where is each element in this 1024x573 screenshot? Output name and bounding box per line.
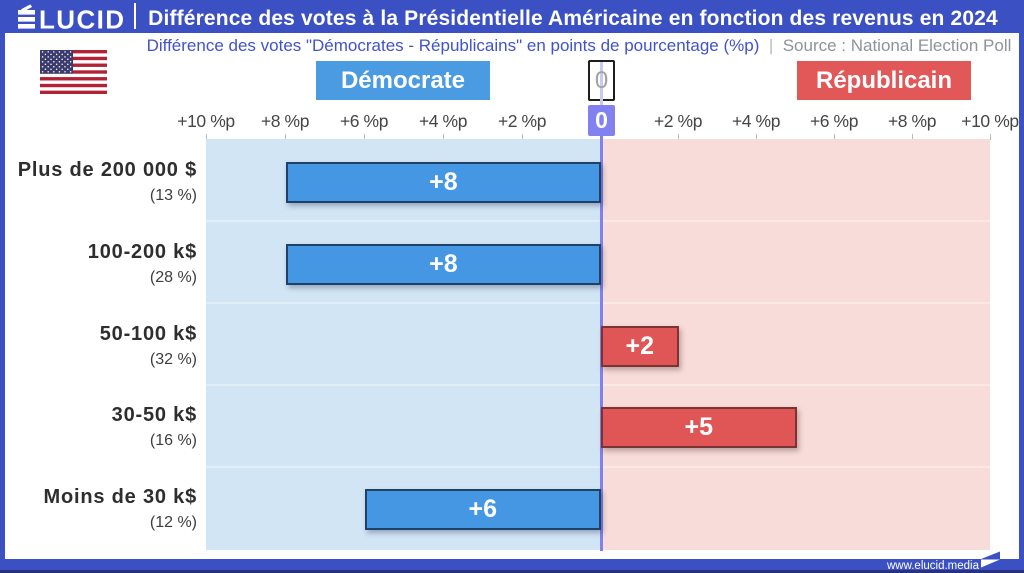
svg-text:LUCID: LUCID <box>39 5 125 33</box>
